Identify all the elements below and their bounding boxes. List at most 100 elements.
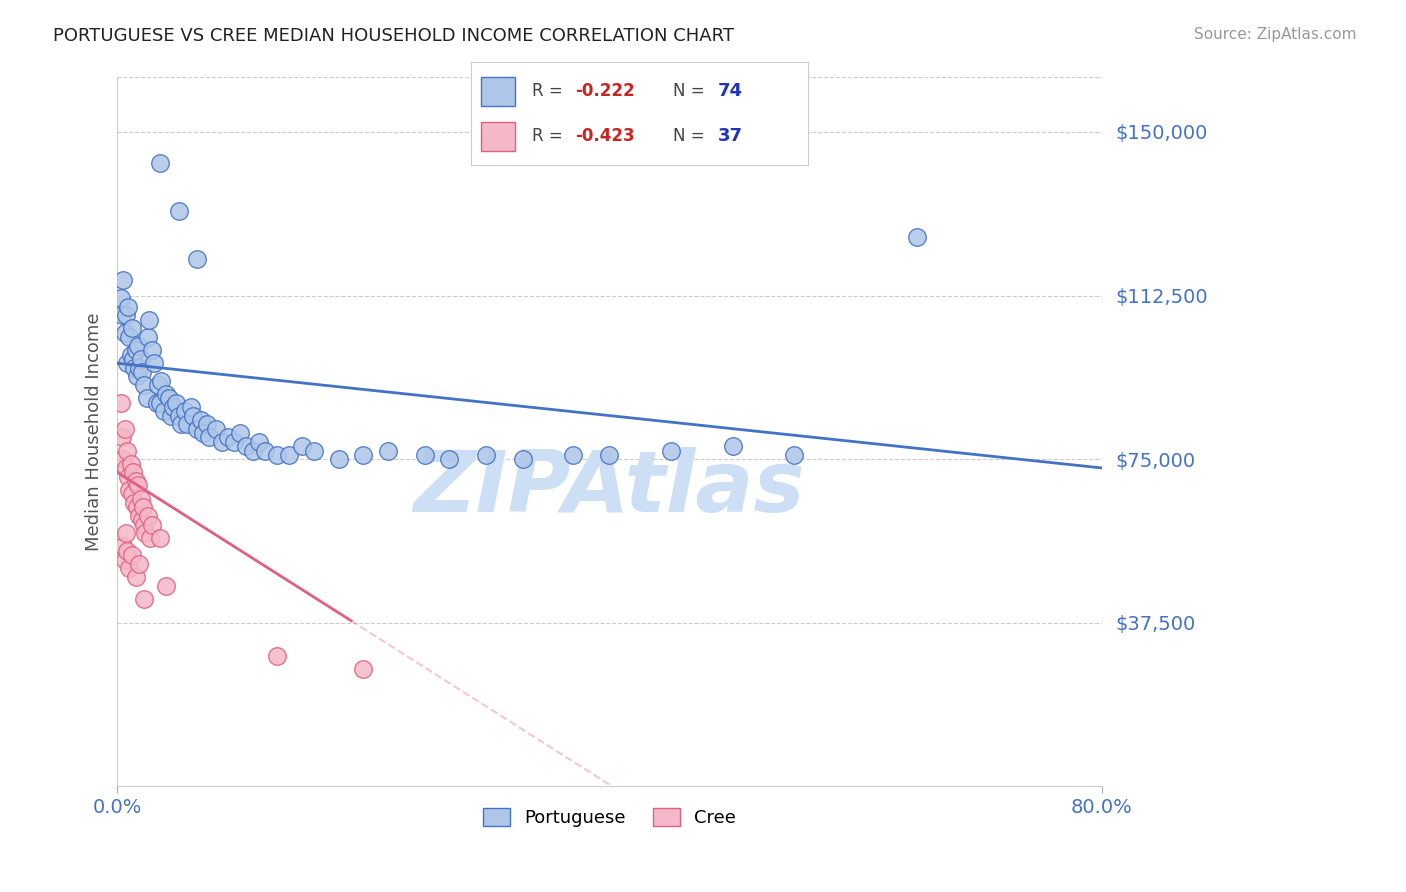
Point bbox=[111, 430, 134, 444]
Point bbox=[165, 395, 187, 409]
Text: PORTUGUESE VS CREE MEDIAN HOUSEHOLD INCOME CORRELATION CHART: PORTUGUESE VS CREE MEDIAN HOUSEHOLD INCO… bbox=[53, 27, 734, 45]
Point bbox=[561, 448, 583, 462]
Point bbox=[193, 425, 215, 440]
Point bbox=[143, 356, 166, 370]
Point bbox=[118, 561, 141, 575]
Text: Source: ZipAtlas.com: Source: ZipAtlas.com bbox=[1194, 27, 1357, 42]
Point bbox=[124, 496, 146, 510]
Point bbox=[352, 448, 374, 462]
Point bbox=[131, 513, 153, 527]
Point bbox=[127, 478, 149, 492]
Point bbox=[149, 531, 172, 545]
Point bbox=[783, 448, 806, 462]
Point bbox=[475, 448, 498, 462]
Point bbox=[155, 579, 177, 593]
Point bbox=[439, 452, 461, 467]
Point bbox=[266, 648, 288, 663]
Point bbox=[247, 434, 270, 449]
Point bbox=[128, 360, 150, 375]
Point bbox=[160, 409, 183, 423]
Point bbox=[114, 526, 136, 541]
Point bbox=[291, 439, 314, 453]
Point bbox=[112, 273, 135, 287]
Point bbox=[211, 434, 233, 449]
Point bbox=[278, 448, 301, 462]
Point bbox=[721, 439, 744, 453]
Text: -0.423: -0.423 bbox=[575, 128, 636, 145]
Point bbox=[132, 500, 155, 515]
Point bbox=[134, 526, 156, 541]
Text: R =: R = bbox=[531, 82, 568, 100]
Point bbox=[134, 378, 156, 392]
Point bbox=[136, 330, 159, 344]
Point bbox=[167, 409, 190, 423]
Point bbox=[149, 395, 172, 409]
FancyBboxPatch shape bbox=[481, 122, 515, 151]
Point bbox=[167, 203, 190, 218]
Point bbox=[118, 330, 141, 344]
Point bbox=[235, 439, 257, 453]
Point bbox=[115, 443, 138, 458]
Point bbox=[121, 548, 143, 562]
Point bbox=[115, 544, 138, 558]
Point bbox=[114, 461, 136, 475]
Point bbox=[141, 517, 163, 532]
Point bbox=[173, 404, 195, 418]
Point bbox=[114, 308, 136, 322]
Point bbox=[111, 308, 134, 322]
Point bbox=[122, 466, 145, 480]
Text: 37: 37 bbox=[717, 128, 742, 145]
Point bbox=[124, 343, 146, 358]
Point bbox=[186, 252, 208, 266]
Point bbox=[122, 351, 145, 366]
Point bbox=[224, 434, 246, 449]
Point bbox=[127, 339, 149, 353]
Point bbox=[162, 400, 184, 414]
Point bbox=[121, 487, 143, 501]
Point bbox=[117, 300, 139, 314]
Point bbox=[149, 155, 172, 169]
Point bbox=[129, 351, 152, 366]
Point bbox=[242, 443, 264, 458]
Point bbox=[659, 443, 682, 458]
Point bbox=[128, 557, 150, 571]
Point bbox=[125, 500, 148, 515]
Point bbox=[141, 343, 163, 358]
Point bbox=[129, 491, 152, 506]
Point bbox=[195, 417, 218, 432]
Point bbox=[157, 391, 180, 405]
Point bbox=[302, 443, 325, 458]
Point bbox=[110, 291, 132, 305]
Text: ZIPAtlas: ZIPAtlas bbox=[413, 447, 806, 530]
Point bbox=[180, 400, 202, 414]
Point bbox=[176, 417, 198, 432]
Text: R =: R = bbox=[531, 128, 568, 145]
Point bbox=[128, 508, 150, 523]
Point bbox=[352, 662, 374, 676]
Text: -0.222: -0.222 bbox=[575, 82, 636, 100]
Point bbox=[117, 469, 139, 483]
Point bbox=[204, 422, 226, 436]
Point bbox=[110, 395, 132, 409]
Point bbox=[155, 386, 177, 401]
Point bbox=[134, 591, 156, 606]
FancyBboxPatch shape bbox=[481, 77, 515, 105]
Point bbox=[114, 552, 136, 566]
Text: 74: 74 bbox=[717, 82, 742, 100]
Y-axis label: Median Household Income: Median Household Income bbox=[86, 313, 103, 551]
Point bbox=[905, 229, 928, 244]
Point bbox=[150, 374, 173, 388]
Point bbox=[145, 395, 167, 409]
Point bbox=[183, 409, 205, 423]
Point bbox=[124, 360, 146, 375]
Point bbox=[121, 321, 143, 335]
Point bbox=[229, 425, 252, 440]
Point bbox=[413, 448, 436, 462]
Point bbox=[190, 413, 212, 427]
Point bbox=[253, 443, 276, 458]
Point bbox=[120, 457, 142, 471]
Point bbox=[138, 312, 160, 326]
Point bbox=[198, 430, 221, 444]
Point bbox=[124, 570, 146, 584]
Point bbox=[114, 326, 136, 340]
